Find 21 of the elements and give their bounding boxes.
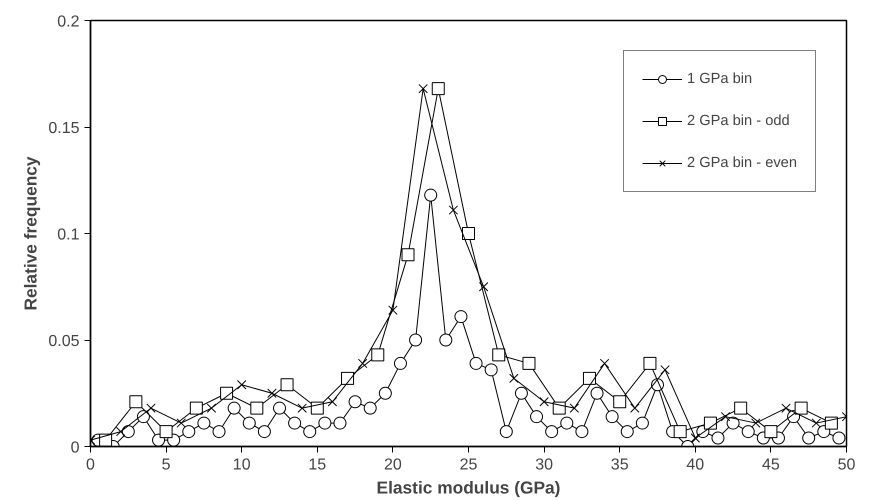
x-tick-label: 50 bbox=[838, 456, 856, 474]
y-axis-title: Relative frequency bbox=[20, 156, 40, 311]
x-tick-label: 30 bbox=[535, 456, 554, 474]
x-tick-label: 35 bbox=[610, 456, 629, 474]
y-tick-label: 0.1 bbox=[57, 226, 80, 244]
x-tick-label: 20 bbox=[384, 456, 402, 474]
y-tick-label: 0.15 bbox=[48, 120, 80, 137]
x-axis-title: Elastic modulus (GPa) bbox=[376, 478, 560, 498]
x-tick-label: 25 bbox=[460, 456, 478, 474]
x-tick-label: 0 bbox=[86, 456, 96, 474]
x-tick-label: 45 bbox=[762, 456, 780, 474]
y-tick-label: 0.05 bbox=[48, 333, 80, 350]
x-tick-label: 40 bbox=[686, 456, 704, 474]
legend-label: 2 GPa bin - even bbox=[687, 155, 797, 171]
legend-label: 2 GPa bin - odd bbox=[687, 113, 790, 129]
x-tick-label: 5 bbox=[162, 456, 171, 474]
x-tick-label: 10 bbox=[232, 456, 251, 474]
legend-label: 1 GPa bin bbox=[687, 71, 752, 87]
x-tick-label: 15 bbox=[308, 456, 326, 474]
y-tick-label: 0.2 bbox=[57, 14, 80, 30]
y-tick-label: 0 bbox=[70, 440, 80, 456]
